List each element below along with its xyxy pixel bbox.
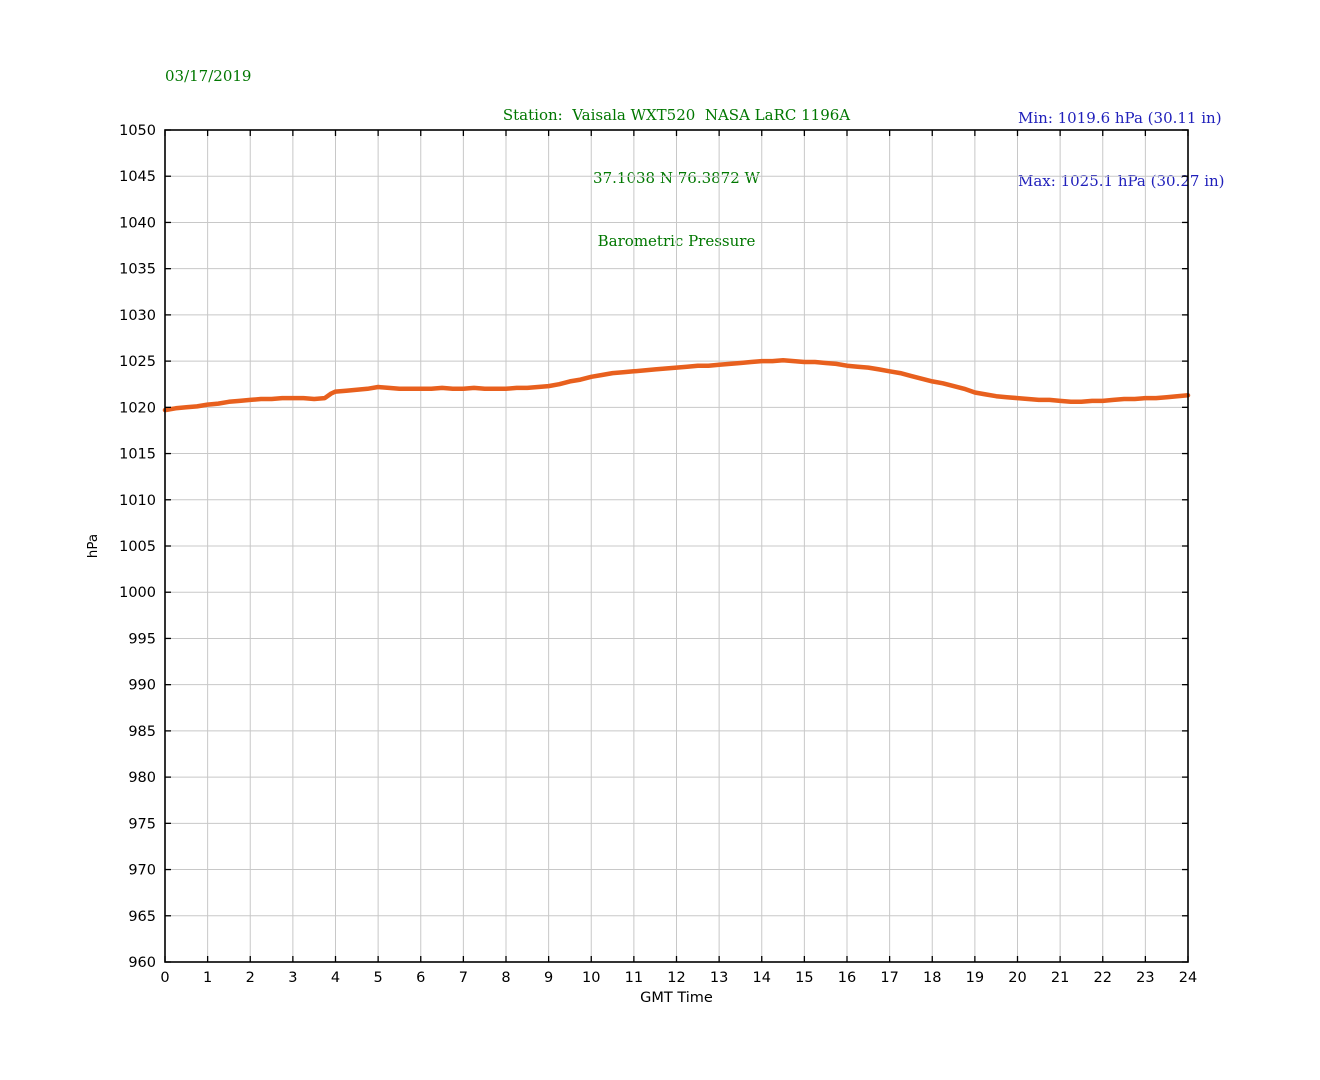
x-tick-label: 12 xyxy=(667,970,685,986)
x-tick-label: 7 xyxy=(459,970,468,986)
x-tick-label: 6 xyxy=(416,970,425,986)
y-axis-title: hPa xyxy=(85,534,101,558)
x-tick-label: 19 xyxy=(966,970,984,986)
x-tick-label: 5 xyxy=(374,970,383,986)
x-tick-label: 3 xyxy=(288,970,297,986)
x-tick-label: 9 xyxy=(544,970,553,986)
y-tick-label: 1000 xyxy=(119,585,156,601)
y-tick-label: 1005 xyxy=(119,539,156,555)
y-tick-label: 1025 xyxy=(119,354,156,370)
station-coordinates: 37.1038 N 76.3872 W xyxy=(593,169,760,187)
x-axis-title: GMT Time xyxy=(640,990,713,1006)
x-tick-label: 10 xyxy=(582,970,600,986)
y-tick-label: 1045 xyxy=(119,169,156,185)
y-tick-label: 1035 xyxy=(119,262,156,278)
x-tick-label: 18 xyxy=(923,970,941,986)
date-label: 03/17/2019 xyxy=(165,67,252,85)
plot-title: Barometric Pressure xyxy=(597,232,756,250)
x-tick-label: 11 xyxy=(625,970,643,986)
min-value-label: Min: 1019.6 hPa (30.11 in) xyxy=(1018,109,1222,127)
y-tick-label: 960 xyxy=(128,955,156,971)
y-tick-label: 975 xyxy=(128,816,156,832)
x-tick-label: 16 xyxy=(838,970,856,986)
y-tick-label: 970 xyxy=(128,863,156,879)
y-tick-label: 995 xyxy=(128,631,156,647)
x-tick-label: 4 xyxy=(331,970,340,986)
x-tick-label: 15 xyxy=(795,970,813,986)
x-tick-label: 8 xyxy=(501,970,510,986)
station-header: Station: Vaisala WXT520 NASA LaRC 1196A … xyxy=(165,63,1188,294)
y-tick-label: 980 xyxy=(128,770,156,786)
y-tick-label: 990 xyxy=(128,678,156,694)
y-tick-label: 1050 xyxy=(119,123,156,139)
x-tick-label: 13 xyxy=(710,970,728,986)
y-tick-label: 965 xyxy=(128,909,156,925)
y-tick-label: 1040 xyxy=(119,215,156,231)
y-tick-label: 1015 xyxy=(119,447,156,463)
x-tick-label: 14 xyxy=(753,970,771,986)
x-tick-label: 2 xyxy=(246,970,255,986)
x-tick-label: 0 xyxy=(160,970,169,986)
x-tick-label: 22 xyxy=(1094,970,1112,986)
x-tick-label: 17 xyxy=(880,970,898,986)
x-tick-label: 21 xyxy=(1051,970,1069,986)
x-tick-label: 1 xyxy=(203,970,212,986)
x-tick-label: 23 xyxy=(1136,970,1154,986)
x-tick-label: 24 xyxy=(1179,970,1197,986)
y-tick-label: 1030 xyxy=(119,308,156,324)
y-tick-label: 1020 xyxy=(119,400,156,416)
x-tick-label: 20 xyxy=(1008,970,1026,986)
y-tick-label: 985 xyxy=(128,724,156,740)
station-line1: Station: Vaisala WXT520 NASA LaRC 1196A xyxy=(502,106,851,124)
pressure-trace xyxy=(162,357,1191,413)
y-tick-label: 1010 xyxy=(119,493,156,509)
